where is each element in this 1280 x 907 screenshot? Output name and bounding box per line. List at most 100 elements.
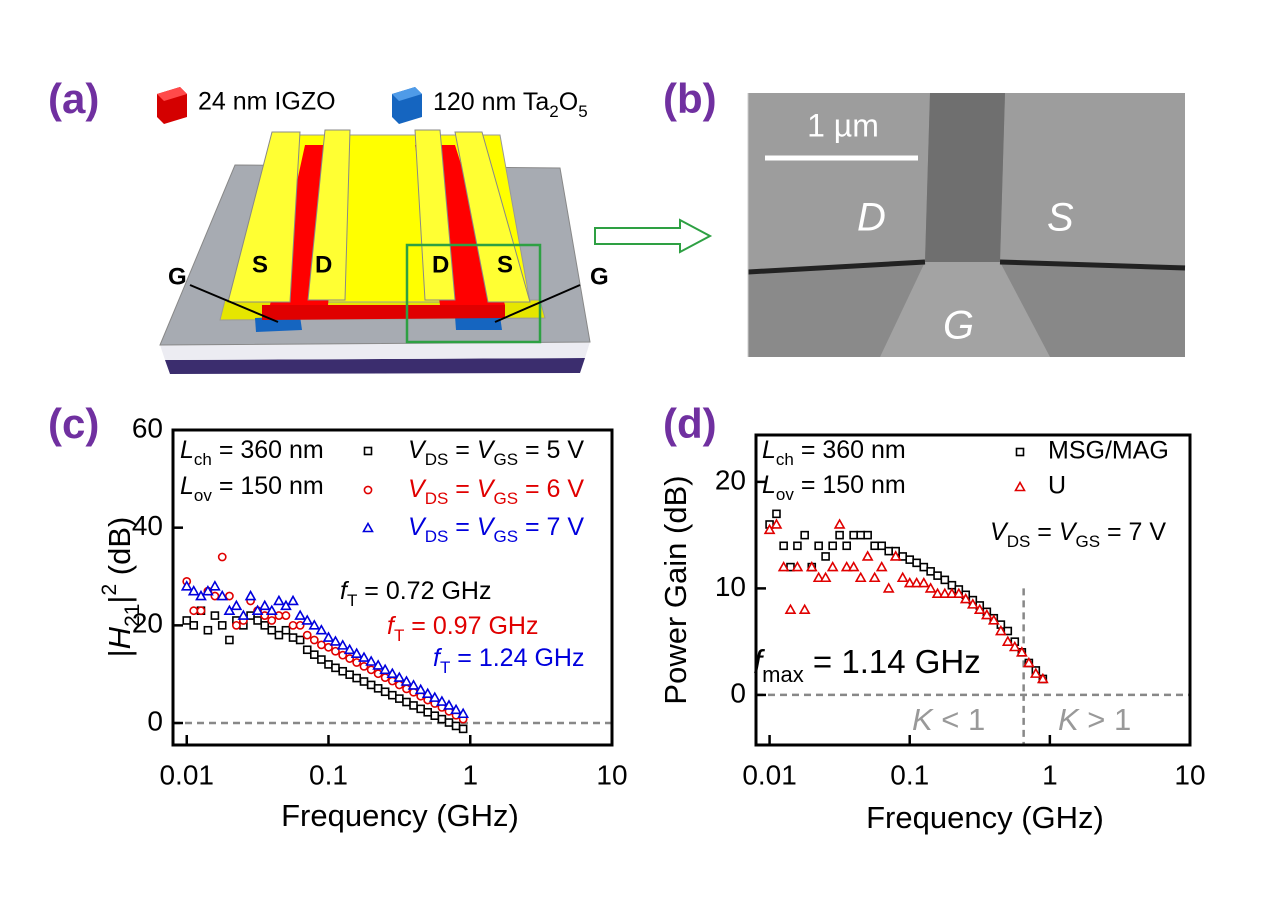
data-point <box>308 619 321 630</box>
subscript: DS <box>1007 532 1031 551</box>
data-point <box>230 599 243 611</box>
data-point <box>209 580 221 591</box>
data-point <box>854 571 867 583</box>
data-point <box>868 571 881 583</box>
data-point <box>1036 672 1049 684</box>
data-point <box>210 591 220 601</box>
edge <box>999 259 1186 271</box>
text-part: O <box>559 88 578 116</box>
data-point <box>924 582 937 593</box>
data-point <box>938 587 951 599</box>
data-point <box>980 608 993 620</box>
subscript: GS <box>494 450 519 469</box>
annotation: fmax = 1.14 GHz <box>753 643 981 688</box>
text-part: V <box>990 518 1009 546</box>
x-tick-label: 10 <box>596 759 627 790</box>
subscript: T <box>440 658 450 677</box>
sem-label: D <box>857 196 886 240</box>
text-part: | <box>102 596 137 604</box>
data-point <box>294 609 307 620</box>
data-point <box>1022 656 1035 668</box>
data-point <box>1001 635 1014 646</box>
text-part: V <box>408 513 427 541</box>
gate-label: G <box>168 263 187 290</box>
data-point <box>359 677 369 686</box>
text-part: f <box>340 577 350 605</box>
data-point <box>400 675 413 686</box>
data-point <box>388 690 397 700</box>
text-part: = <box>448 513 477 541</box>
data-point <box>182 616 192 625</box>
electrode-label: S <box>252 251 268 278</box>
gate-label: G <box>590 263 609 290</box>
legend-marker <box>362 521 374 533</box>
data-point <box>946 587 958 599</box>
electrode-label: S <box>497 251 513 278</box>
data-point <box>875 560 888 572</box>
data-point <box>324 660 333 669</box>
data-point <box>1029 667 1042 678</box>
source-finger <box>227 131 301 303</box>
data-point <box>800 530 809 540</box>
data-point <box>365 655 378 666</box>
data-point <box>316 640 326 650</box>
text-part: = 150 nm <box>212 472 324 500</box>
data-point <box>870 541 879 551</box>
subscript: max <box>762 662 804 687</box>
y-tick-label: 10 <box>715 571 746 602</box>
annotation: fT = 0.72 GHz <box>340 577 491 610</box>
data-point <box>329 635 342 646</box>
data-point <box>1015 646 1028 657</box>
data-point <box>288 633 298 642</box>
text-part: 120 nm Ta <box>433 88 549 116</box>
data-point <box>451 721 461 731</box>
text-part: = 1.24 GHz <box>450 644 584 672</box>
subscript: T <box>394 626 404 645</box>
x-tick-label: 10 <box>1174 759 1205 790</box>
data-point <box>952 587 965 599</box>
data-point <box>288 620 298 630</box>
plot-frame <box>171 428 614 747</box>
data-point <box>225 591 234 601</box>
data-point <box>202 585 214 596</box>
data-point <box>246 611 255 620</box>
data-point <box>189 606 199 616</box>
data-point <box>338 666 348 676</box>
legend-text: MSG/MAG <box>1048 437 1169 465</box>
text-part: K <box>1058 702 1080 737</box>
data-point <box>216 589 229 601</box>
gate-pad <box>880 262 1050 357</box>
data-point <box>812 571 825 583</box>
data-point <box>217 621 227 630</box>
data-point <box>295 635 305 645</box>
x-tick-label: 0.01 <box>159 759 214 790</box>
data-point <box>777 560 790 572</box>
y-tick-label: 0 <box>730 677 746 708</box>
data-point <box>352 658 362 667</box>
data-point <box>917 576 930 588</box>
x-tick-label: 0.1 <box>890 759 929 790</box>
subscript: GS <box>1076 532 1101 551</box>
text-part: < 1 <box>933 702 986 737</box>
superscript: 2 <box>98 584 121 596</box>
subscript: ch <box>776 450 794 469</box>
x-axis-label: Frequency (GHz) <box>866 800 1104 835</box>
data-point <box>343 643 356 655</box>
x-tick-label: 0.1 <box>309 759 348 790</box>
data-point <box>798 603 811 615</box>
data-point <box>265 604 278 615</box>
lower-region <box>748 262 925 357</box>
data-point <box>414 683 427 695</box>
data-point <box>849 530 858 540</box>
data-point <box>444 718 454 727</box>
subscript: ch <box>194 450 212 469</box>
subscript: ov <box>194 486 212 505</box>
data-point <box>450 703 462 715</box>
annotation: Lch = 360 nm <box>180 436 324 469</box>
data-point <box>973 603 986 615</box>
data-point <box>931 587 944 599</box>
data-point <box>423 707 432 717</box>
data-point <box>295 620 305 630</box>
data-point <box>302 630 312 640</box>
text-part: > 1 <box>1079 702 1132 737</box>
